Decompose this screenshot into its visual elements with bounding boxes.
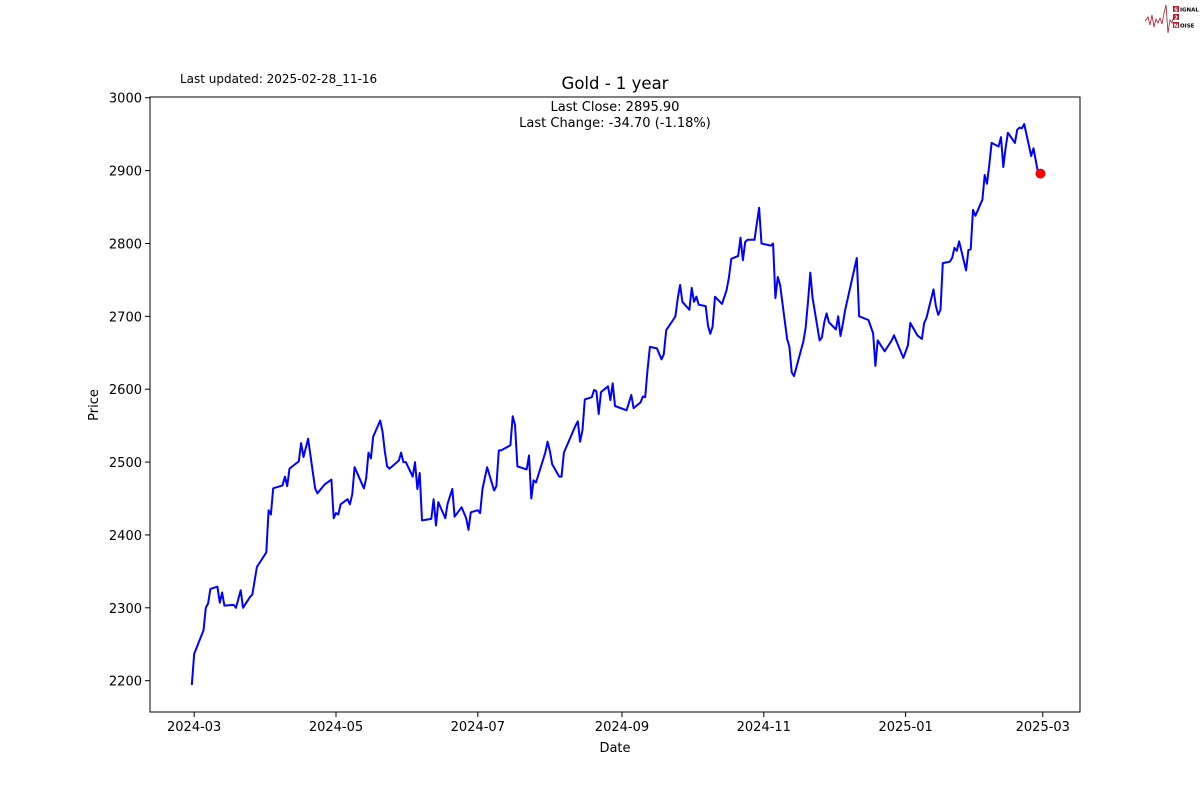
x-axis-label: Date <box>599 741 630 756</box>
logo-letter-s: S <box>1174 7 1178 13</box>
x-tick-label: 2024-03 <box>167 720 221 735</box>
last-updated-label: Last updated: 2025-02-28_11-16 <box>180 72 377 86</box>
y-tick-label: 2500 <box>109 456 142 471</box>
x-tick-label: 2025-03 <box>1016 720 1070 735</box>
logo-box-s <box>1173 6 1179 12</box>
x-tick-label: 2024-11 <box>737 720 791 735</box>
y-tick-label: 3000 <box>109 92 142 107</box>
y-axis-label: Price <box>87 389 102 421</box>
plot-area <box>149 96 1081 713</box>
y-tick-label: 2200 <box>109 675 142 690</box>
logo-box-n <box>1173 22 1179 28</box>
y-tick-label: 2900 <box>109 165 142 180</box>
signal-noise-logo: S 2 N IGNAL OISE <box>1144 4 1199 34</box>
y-tick-label: 2300 <box>109 602 142 617</box>
logo-letter-n: N <box>1174 23 1179 29</box>
logo-text-oise: OISE <box>1180 24 1195 30</box>
logo-box-2 <box>1173 14 1179 20</box>
annotation-last-change: Last Change: -34.70 (-1.18%) <box>519 116 711 131</box>
x-tick-label: 2024-05 <box>309 720 363 735</box>
x-axis: 2024-03 2024-05 2024-07 2024-09 2024-11 2025-… <box>167 712 1070 735</box>
x-tick-label: 2024-07 <box>451 720 505 735</box>
y-tick-label: 2800 <box>109 237 142 252</box>
y-axis: 2200 2300 2400 2500 2600 2700 2800 2900 3000 <box>109 92 150 690</box>
series-line-gold <box>190 123 1040 686</box>
chart-title: Gold - 1 year <box>562 74 669 93</box>
x-tick-label: 2024-09 <box>595 720 649 735</box>
logo-text-ignal: IGNAL <box>1180 8 1199 14</box>
logo-waveform-icon <box>1144 4 1174 34</box>
x-tick-label: 2025-01 <box>878 720 932 735</box>
logo-letter-2: 2 <box>1174 15 1178 21</box>
y-tick-label: 2400 <box>109 529 142 544</box>
last-close-marker <box>1035 168 1046 179</box>
y-tick-label: 2700 <box>109 310 142 325</box>
y-tick-label: 2600 <box>109 383 142 398</box>
annotation-last-close: Last Close: 2895.90 <box>551 100 680 115</box>
